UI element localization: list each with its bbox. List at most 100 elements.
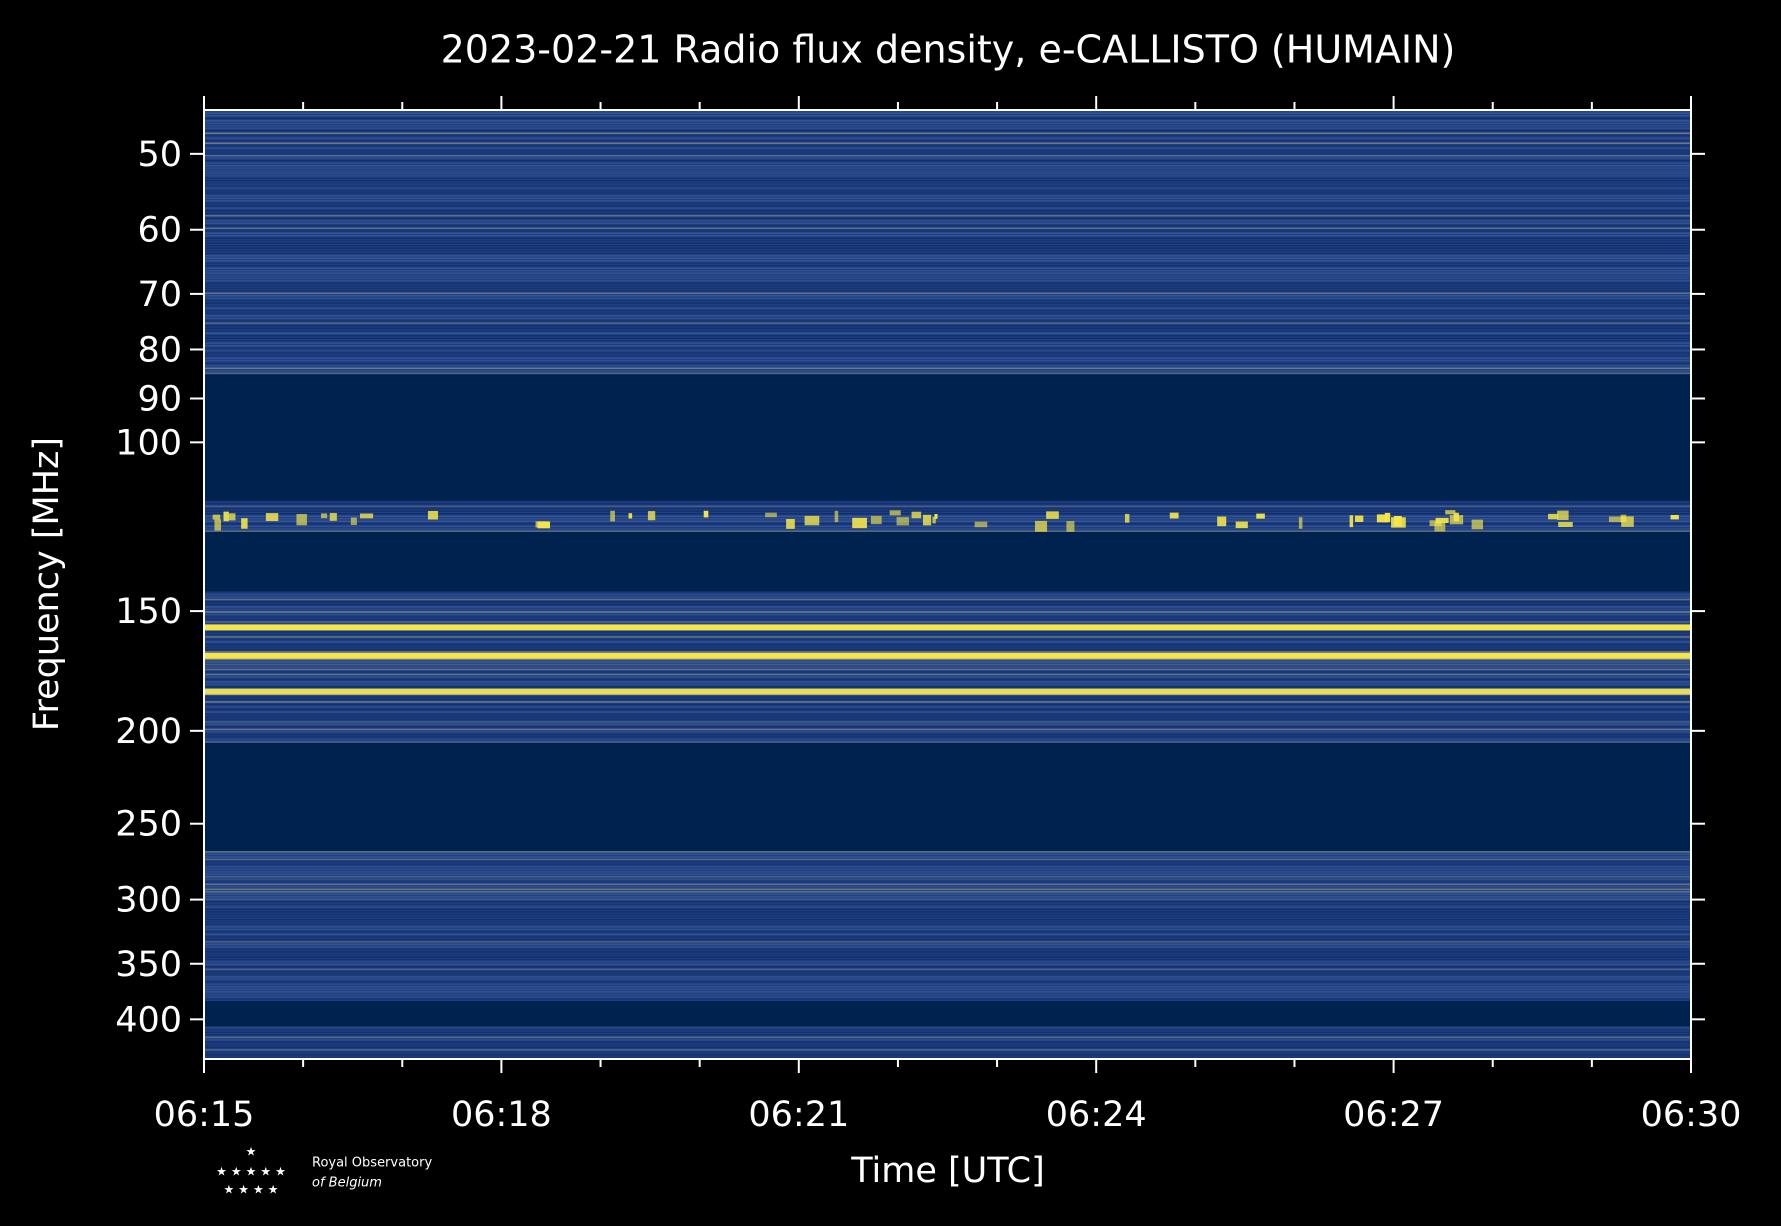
y-tick-label: 100: [115, 423, 182, 463]
noise-stripe: [204, 603, 1691, 606]
noise-stripe: [204, 981, 1691, 983]
noise-stripe: [204, 868, 1691, 871]
y-tick-label: 300: [115, 881, 182, 921]
burst: [296, 514, 307, 526]
noise-stripe: [204, 530, 1691, 533]
noise-stripe: [204, 618, 1691, 621]
noise-stripe: [204, 152, 1691, 154]
burst: [1557, 510, 1569, 521]
noise-stripe: [204, 523, 1691, 525]
y-tick-label: 400: [115, 1000, 182, 1040]
burst: [1256, 513, 1265, 519]
noise-stripe: [204, 297, 1691, 299]
noise-stripe: [204, 856, 1691, 858]
noise-stripe: [204, 703, 1691, 706]
noise-stripe: [204, 340, 1691, 342]
noise-stripe: [204, 335, 1691, 337]
noise-stripe: [204, 1026, 1691, 1029]
burst: [228, 513, 236, 521]
noise-stripe: [204, 235, 1691, 237]
noise-stripe: [204, 513, 1691, 515]
noise-stripe: [204, 971, 1691, 973]
noise-stripe: [204, 528, 1691, 530]
noise-stripe: [204, 215, 1691, 217]
noise-stripe: [204, 673, 1691, 676]
noise-stripe: [204, 202, 1691, 204]
noise-stripe: [204, 936, 1691, 938]
noise-stripe: [204, 1049, 1691, 1051]
noise-stripe: [204, 881, 1691, 883]
noise-stripe: [204, 260, 1691, 262]
noise-stripe: [204, 891, 1691, 893]
noise-stripe: [204, 140, 1691, 142]
burst: [804, 515, 820, 526]
burst: [922, 514, 932, 526]
x-tick-label: 06:15: [154, 1095, 255, 1135]
noise-stripe: [204, 262, 1691, 264]
noise-stripe: [204, 598, 1691, 601]
burst: [537, 521, 551, 529]
x-axis-label: Time [UTC]: [850, 1151, 1044, 1191]
noise-stripe: [204, 345, 1691, 347]
noise-stripe: [204, 505, 1691, 508]
noise-stripe: [204, 255, 1691, 257]
burst: [932, 516, 936, 524]
noise-stripe: [204, 863, 1691, 866]
noise-stripe: [204, 963, 1691, 966]
noise-stripe: [204, 120, 1691, 122]
noise-stripe: [204, 130, 1691, 132]
noise-stripe: [204, 192, 1691, 194]
burst: [896, 517, 910, 526]
noise-stripe: [204, 903, 1691, 906]
y-tick-label: 60: [137, 211, 182, 251]
noise-stripe: [204, 606, 1691, 608]
noise-stripe: [204, 648, 1691, 651]
noise-stripe: [204, 601, 1691, 603]
burst: [647, 511, 656, 521]
noise-stripe: [204, 616, 1691, 618]
noise-stripe: [204, 132, 1691, 134]
noise-stripe: [204, 706, 1691, 708]
noise-stripe: [204, 362, 1691, 364]
noise-stripe: [204, 976, 1691, 978]
burst: [223, 511, 229, 522]
noise-stripe: [204, 327, 1691, 329]
noise-stripe: [204, 312, 1691, 314]
noise-stripe: [204, 896, 1691, 898]
noise-stripe: [204, 127, 1691, 129]
noise-stripe: [204, 220, 1691, 222]
burst: [1434, 522, 1446, 532]
noise-stripe: [204, 608, 1691, 611]
noise-stripe: [204, 633, 1691, 636]
burst: [1453, 512, 1459, 522]
noise-stripe: [204, 718, 1691, 721]
noise-stripe: [204, 853, 1691, 856]
noise-stripe: [204, 683, 1691, 686]
burst: [1066, 521, 1075, 533]
burst: [1471, 519, 1484, 530]
noise-stripe: [204, 911, 1691, 913]
noise-stripe: [204, 200, 1691, 202]
noise-stripe: [204, 726, 1691, 728]
noise-stripe: [204, 508, 1691, 510]
noise-stripe: [204, 898, 1691, 901]
noise-stripe: [204, 918, 1691, 921]
burst: [212, 514, 221, 520]
burst: [214, 519, 222, 531]
noise-stripe: [204, 347, 1691, 349]
noise-stripe: [204, 596, 1691, 598]
noise-stripe: [204, 646, 1691, 648]
noise-stripe: [204, 966, 1691, 968]
noise-stripe: [204, 232, 1691, 234]
noise-stripe: [204, 946, 1691, 948]
noise-stripe: [204, 928, 1691, 931]
y-tick-label: 70: [137, 275, 182, 315]
noise-stripe: [204, 668, 1691, 671]
noise-stripe: [204, 210, 1691, 212]
burst: [610, 510, 615, 522]
y-tick-label: 350: [115, 945, 182, 985]
noise-stripe: [204, 923, 1691, 926]
burst: [350, 517, 357, 525]
noise-stripe: [204, 372, 1691, 374]
noise-stripe: [204, 287, 1691, 289]
